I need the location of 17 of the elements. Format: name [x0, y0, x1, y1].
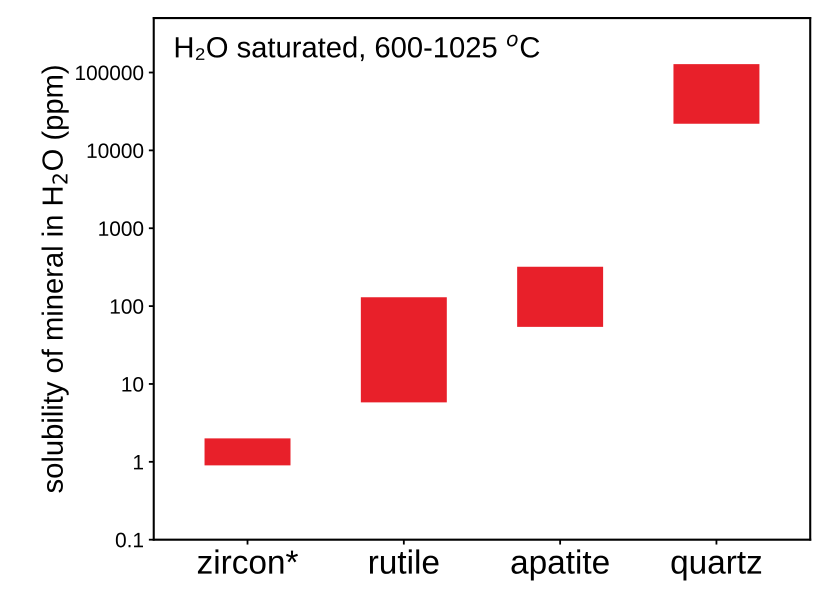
y-tick-label: 0.1 — [116, 532, 143, 548]
x-tick-label: apatite — [512, 549, 609, 580]
x-tick-label: quartz — [672, 552, 762, 580]
x-tick-label: rutile — [370, 549, 438, 574]
y-tick-label: 1000 — [99, 221, 144, 236]
bar — [673, 64, 760, 124]
bar — [360, 297, 447, 402]
y-tick-label: 1 — [134, 455, 143, 470]
x-tick-label: zircon* — [198, 549, 298, 574]
y-tick-label: 10 — [122, 376, 144, 392]
bar — [204, 438, 291, 466]
y-axis-title: solubility of mineral in H$_{2}$O (ppm) — [42, 66, 69, 493]
bar — [517, 266, 604, 327]
y-tick-label: 100 — [110, 299, 144, 314]
y-tick-label: 100000 — [76, 66, 144, 80]
text: H₂O saturated, 600-1025 $^{o}$C — [176, 34, 540, 62]
y-tick-label: 10000 — [88, 143, 144, 158]
